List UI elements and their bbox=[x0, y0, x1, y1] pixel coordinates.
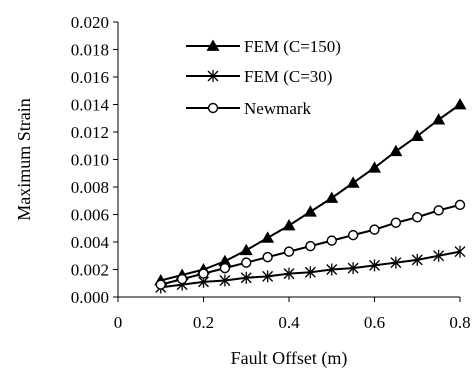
data-point bbox=[262, 270, 274, 283]
data-point bbox=[368, 161, 381, 173]
data-point bbox=[218, 254, 232, 267]
data-point bbox=[326, 235, 337, 246]
series-2 bbox=[155, 199, 466, 290]
data-point bbox=[176, 273, 188, 285]
data-point bbox=[390, 256, 402, 269]
data-point bbox=[454, 245, 466, 258]
data-point bbox=[453, 98, 467, 110]
data-point bbox=[219, 274, 231, 287]
data-point bbox=[240, 271, 252, 284]
x-tick-label: 0 bbox=[114, 313, 123, 332]
legend-marker bbox=[207, 70, 219, 82]
data-point bbox=[305, 240, 316, 252]
y-tick-label: 0.000 bbox=[71, 288, 109, 307]
data-point bbox=[410, 129, 424, 141]
data-point bbox=[283, 267, 295, 280]
data-point bbox=[282, 219, 296, 231]
data-point bbox=[262, 251, 273, 263]
y-tick-label: 0.016 bbox=[71, 68, 109, 87]
series-group bbox=[154, 98, 467, 294]
data-point bbox=[303, 205, 317, 217]
y-tick-label: 0.010 bbox=[71, 151, 109, 170]
data-point bbox=[198, 268, 209, 279]
y-axis-label: Maximum Strain bbox=[14, 98, 34, 221]
data-point bbox=[411, 253, 423, 266]
data-point bbox=[433, 205, 444, 216]
data-point bbox=[304, 266, 316, 279]
axes bbox=[113, 21, 461, 302]
data-point bbox=[454, 199, 466, 211]
legend-label: FEM (C=30) bbox=[244, 67, 332, 86]
y-tick-label: 0.018 bbox=[71, 41, 109, 60]
data-point bbox=[369, 259, 380, 272]
data-point bbox=[369, 224, 380, 235]
legend-marker bbox=[207, 102, 219, 114]
data-point bbox=[239, 243, 253, 256]
tick-labels: 0.000 0.002 0.004 0.006 0.008 0.010 0.012 0.014… bbox=[71, 13, 471, 332]
data-point bbox=[433, 249, 445, 262]
data-point bbox=[389, 144, 403, 157]
data-point bbox=[347, 262, 359, 275]
data-point bbox=[219, 262, 231, 274]
data-point bbox=[261, 231, 275, 243]
x-axis-label: Fault Offset (m) bbox=[231, 348, 348, 369]
y-tick-label: 0.020 bbox=[71, 13, 109, 32]
y-tick-label: 0.006 bbox=[71, 206, 109, 225]
y-tick-label: 0.002 bbox=[71, 261, 109, 280]
series-line bbox=[160, 103, 461, 282]
data-point bbox=[390, 217, 402, 228]
data-point bbox=[283, 246, 295, 257]
legend-label: Newmark bbox=[244, 99, 312, 118]
y-tick-label: 0.012 bbox=[71, 123, 109, 142]
y-tick-label: 0.014 bbox=[71, 96, 110, 115]
x-tick-label: 0.6 bbox=[364, 313, 385, 332]
data-point bbox=[347, 229, 359, 241]
data-point bbox=[155, 279, 166, 290]
data-point bbox=[241, 257, 252, 268]
legend-label: FEM (C=150) bbox=[244, 37, 341, 56]
x-tick-label: 0.8 bbox=[449, 313, 470, 332]
y-tick-label: 0.004 bbox=[71, 233, 110, 252]
data-point bbox=[432, 113, 446, 125]
x-tick-label: 0.2 bbox=[193, 313, 214, 332]
data-point bbox=[412, 212, 423, 223]
y-tick-label: 0.008 bbox=[71, 178, 109, 197]
legend: FEM (C=150) FEM (C=30) Newmark bbox=[186, 37, 341, 118]
x-tick-label: 0.4 bbox=[278, 313, 300, 332]
data-point bbox=[326, 263, 338, 276]
legend-marker bbox=[206, 39, 220, 51]
series-1 bbox=[155, 245, 466, 294]
data-point bbox=[346, 176, 360, 188]
data-point bbox=[325, 191, 339, 203]
